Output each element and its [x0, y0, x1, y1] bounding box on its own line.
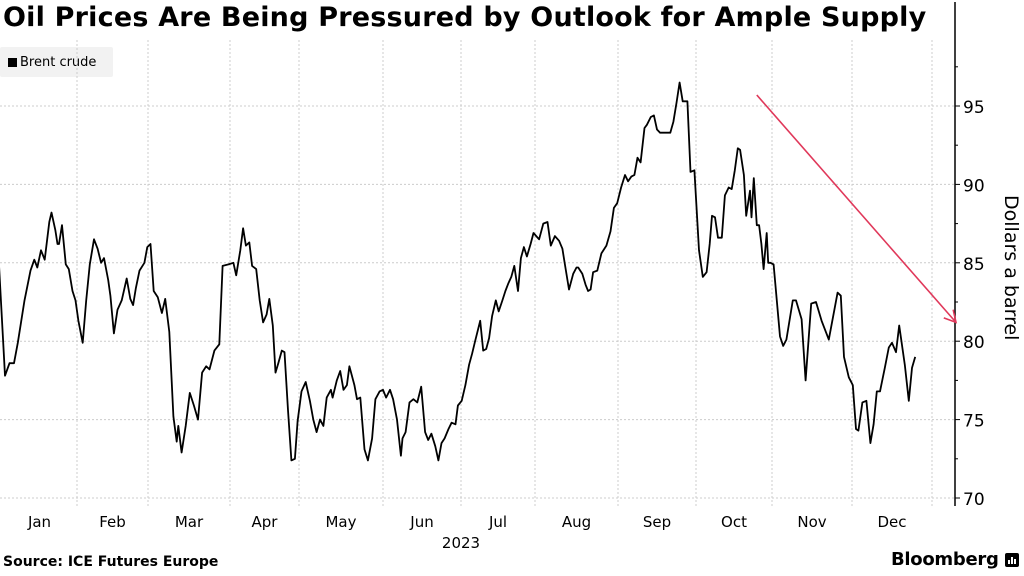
- y-axis: 70 75 80 85 90 95: [954, 2, 985, 510]
- x-tick-label: Mar: [175, 513, 204, 531]
- y-tick-label: 75: [963, 412, 985, 432]
- x-tick-label: Jun: [409, 513, 433, 531]
- x-tick-label: Jul: [488, 513, 507, 531]
- y-tick-label: 95: [963, 98, 985, 118]
- brand-name: Bloomberg: [891, 549, 999, 570]
- x-tick-label: Oct: [721, 513, 747, 531]
- x-tick-label: Aug: [562, 513, 591, 531]
- brand-logo: Bloomberg: [891, 549, 1019, 570]
- arrow-head-icon: [943, 309, 958, 324]
- x-axis: Jan Feb Mar Apr May Jun Jul Aug Sep Oct Nov Dec 2023: [27, 513, 907, 552]
- legend: Brent crude: [0, 47, 113, 77]
- chart-title: Oil Prices Are Being Pressured by Outloo…: [3, 2, 927, 33]
- y-tick-label: 80: [963, 333, 985, 353]
- source-note: Source: ICE Futures Europe: [3, 554, 219, 570]
- x-tick-label: Sep: [643, 513, 671, 531]
- y-tick-label: 70: [963, 490, 985, 510]
- bloomberg-chart-icon: [1004, 552, 1019, 567]
- arrow-shaft: [756, 94, 957, 323]
- x-tick-label: May: [325, 513, 356, 531]
- x-tick-label: Dec: [877, 513, 906, 531]
- trend-arrow: [756, 94, 958, 324]
- x-tick-label: Feb: [99, 513, 126, 531]
- x-tick-label: Nov: [797, 513, 826, 531]
- grid: [0, 40, 955, 506]
- x-year-label: 2023: [442, 534, 480, 552]
- y-tick-label: 90: [963, 176, 985, 196]
- y-tick-label: 85: [963, 255, 985, 275]
- legend-swatch-icon: [8, 57, 17, 67]
- series-line-brent-crude: [0, 81, 917, 462]
- x-tick-label: Apr: [252, 513, 279, 531]
- y-axis-label: Dollars a barrel: [1000, 195, 1022, 341]
- x-tick-label: Jan: [27, 513, 51, 531]
